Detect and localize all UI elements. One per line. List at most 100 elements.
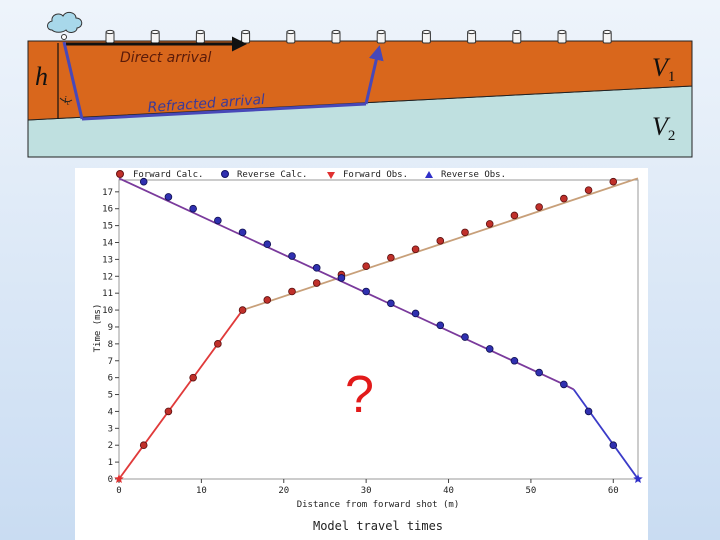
y-tick-label: 6 [108, 374, 113, 384]
reverse-calc-point [238, 228, 247, 237]
reverse-calc-point [436, 321, 445, 330]
forward-calc-point [288, 287, 296, 296]
forward-obs-point [114, 474, 124, 484]
forward-calc-point [584, 186, 593, 194]
legend-reverse-obs: Reverse Obs. [441, 170, 506, 180]
direct-arrival-label: Direct arrival [120, 50, 212, 66]
y-tick-label: 9 [108, 323, 113, 333]
forward-calc-point [238, 306, 247, 314]
y-tick-label: 0 [108, 475, 113, 485]
x-tick-label: 60 [608, 486, 619, 496]
reverse-direct-line [573, 388, 639, 480]
reverse-obs-point [633, 474, 643, 484]
geophone-array [105, 29, 612, 44]
forward-calc-point [535, 203, 543, 211]
forward-calc-point [485, 220, 494, 228]
forward-direct-line [118, 309, 244, 480]
forward-calc-point [164, 407, 173, 416]
reverse-calc-point [288, 252, 296, 260]
reverse-calc-point [510, 356, 519, 365]
y-tick-label: 14 [102, 239, 113, 249]
y-tick-label: 7 [108, 357, 113, 367]
legend-forward-calc: Forward Calc. [133, 170, 203, 180]
refraction-model-diagram: Direct arrival Refracted arrival h ic V1… [27, 11, 693, 158]
forward-calc-point [560, 194, 568, 203]
chart-legend: Forward Calc. Reverse Calc. Forward Obs.… [116, 170, 506, 180]
forward-calc-point [436, 237, 445, 245]
y-tick-label: 17 [102, 188, 113, 198]
geophone-icon [376, 29, 386, 44]
critical-angle-arc [59, 97, 73, 103]
y-tick-label: 10 [102, 306, 113, 316]
x-tick-label: 40 [443, 486, 454, 496]
forward-calc-point [214, 340, 222, 348]
forward-calc-point [362, 262, 370, 270]
thickness-label: h [35, 62, 48, 91]
geophone-icon [602, 29, 612, 44]
chart-series [114, 177, 643, 484]
y-tick-label: 2 [108, 441, 113, 451]
legend-reverse-calc: Reverse Calc. [237, 170, 307, 180]
y-tick-label: 8 [108, 340, 113, 350]
reverse-calc-point [535, 368, 543, 377]
reverse-calc-point [337, 274, 346, 282]
reverse-calc-point [263, 240, 272, 248]
reverse-calc-point [139, 177, 148, 186]
legend-forward-calc-marker [116, 170, 124, 178]
y-tick-label: 16 [102, 205, 113, 215]
reverse-calc-point [609, 441, 618, 450]
x-axis-label: Distance from forward shot (m) [297, 500, 460, 510]
reverse-calc-point [584, 407, 593, 416]
forward-calc-point [387, 253, 395, 262]
reverse-calc-point [312, 264, 321, 272]
v1-label: V1 [652, 53, 675, 85]
legend-forward-obs: Forward Obs. [343, 170, 408, 180]
y-tick-label: 12 [102, 272, 113, 282]
y-tick-label: 3 [108, 424, 113, 434]
y-tick-label: 4 [108, 407, 113, 417]
x-tick-label: 30 [361, 486, 372, 496]
reverse-calc-point [164, 193, 173, 201]
geophone-icon [512, 29, 522, 44]
reverse-calc-point [560, 380, 568, 389]
legend-forward-obs-marker [327, 172, 335, 179]
geophone-icon [241, 29, 251, 44]
geophone-icon [195, 29, 205, 44]
y-tick-label: 13 [102, 255, 113, 265]
x-tick-label: 0 [116, 486, 121, 496]
forward-calc-point [139, 441, 148, 450]
plot-area [118, 179, 639, 480]
forward-calc-point [263, 296, 272, 304]
y-tick-label: 5 [108, 391, 113, 401]
reverse-calc-point [189, 204, 197, 213]
reverse-calc-point [387, 299, 395, 308]
reverse-calc-point [214, 216, 222, 225]
reverse-calc-point [461, 333, 469, 341]
y-tick-label: 15 [102, 222, 113, 232]
legend-reverse-calc-marker [221, 170, 229, 178]
geophone-icon [331, 29, 341, 44]
geophone-icon [286, 29, 296, 44]
forward-calc-point [461, 228, 469, 237]
x-tick-label: 10 [196, 486, 207, 496]
y-tick-label: 1 [108, 458, 113, 468]
refracted-ray-along [81, 102, 367, 121]
v2-label: V2 [652, 112, 675, 144]
forward-calc-point [510, 211, 519, 220]
question-mark: ? [345, 366, 374, 424]
geophone-icon [150, 29, 160, 44]
chart-title: Model travel times [313, 519, 443, 533]
geophone-icon [105, 29, 115, 44]
reverse-calc-point [485, 345, 494, 353]
geophone-icon [557, 29, 567, 44]
reverse-calc-point [362, 287, 370, 296]
critical-angle-label: ic [64, 95, 71, 107]
reverse-calc-point [411, 309, 420, 318]
y-axis-label: Time (ms) [93, 304, 103, 353]
shot-source-icon [47, 11, 83, 40]
travel-time-chart-panel: Forward Calc. Reverse Calc. Forward Obs.… [75, 168, 648, 540]
geophone-icon [421, 29, 431, 44]
geophone-icon [467, 29, 477, 44]
refracted-ray-up [364, 45, 384, 105]
forward-calc-point [312, 279, 321, 287]
